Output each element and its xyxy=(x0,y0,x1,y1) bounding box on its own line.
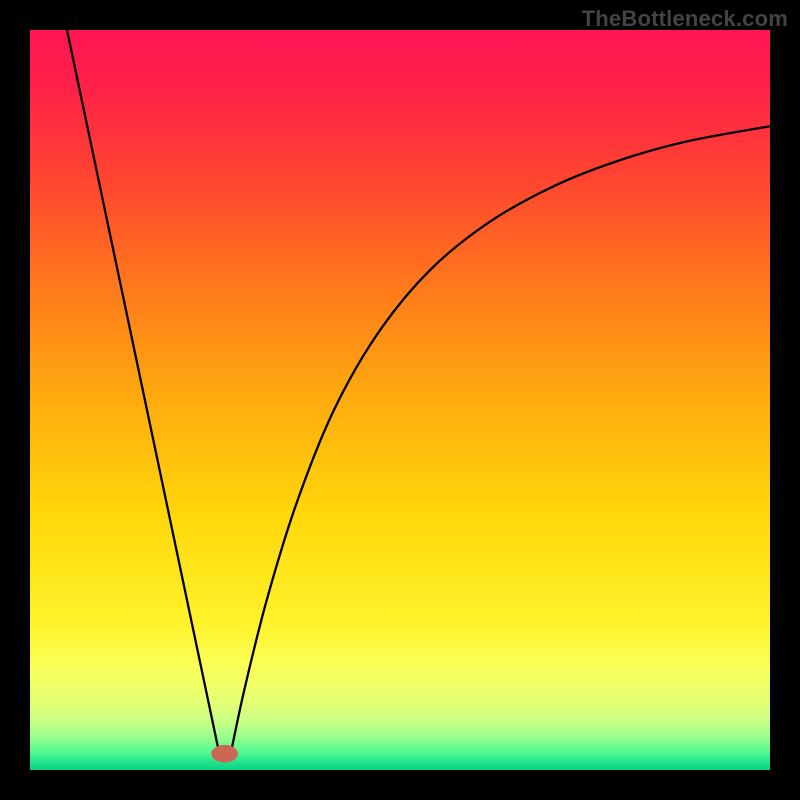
chart-frame: TheBottleneck.com xyxy=(0,0,800,800)
minimum-marker xyxy=(211,745,238,763)
watermark-text: TheBottleneck.com xyxy=(582,6,788,32)
gradient-background xyxy=(30,30,770,770)
plot-area xyxy=(30,30,770,770)
chart-svg xyxy=(30,30,770,770)
